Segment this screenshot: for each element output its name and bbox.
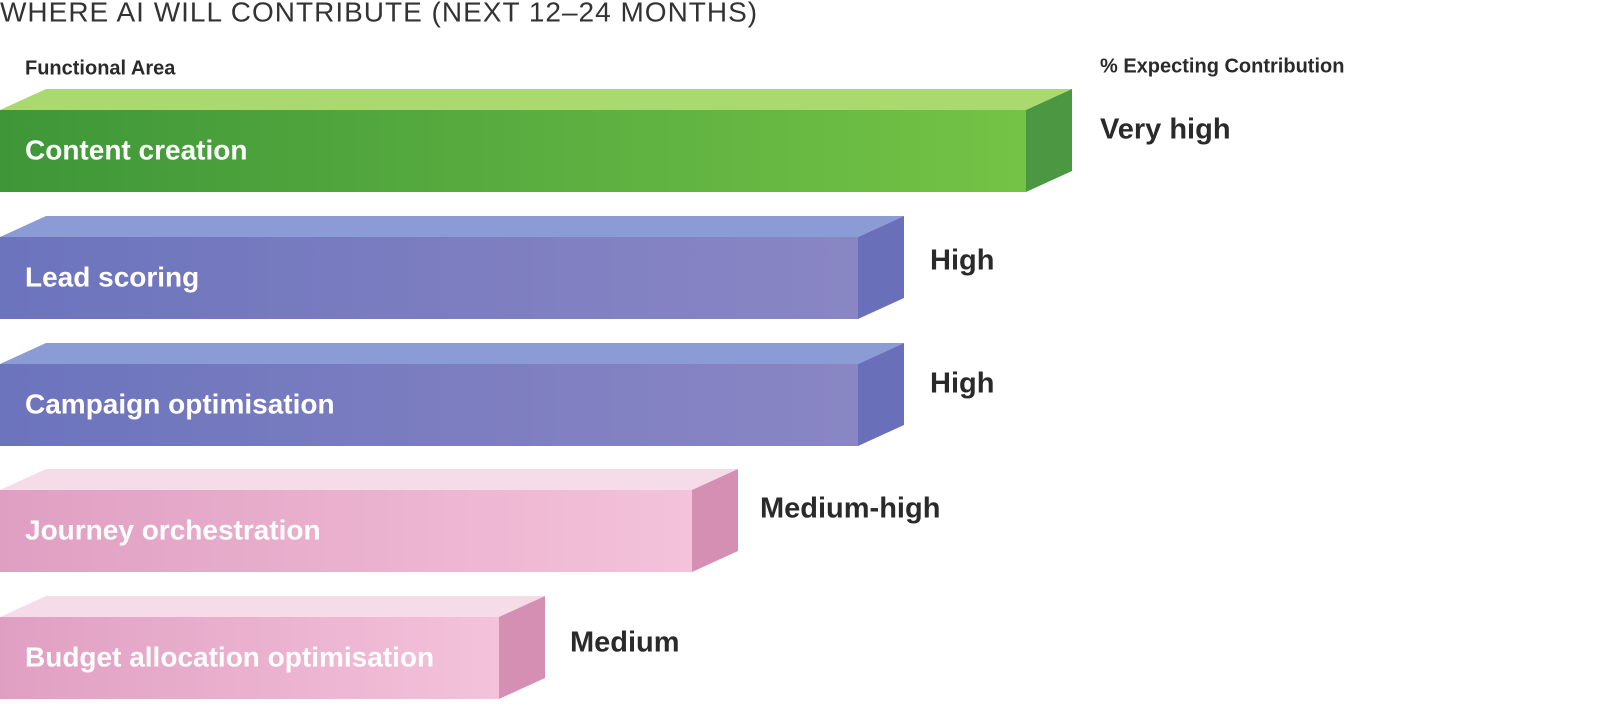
bar-side — [499, 596, 545, 699]
column-header: Functional Area — [25, 57, 176, 79]
bar-top — [0, 89, 1072, 110]
bar-front — [0, 364, 858, 446]
chart-title: WHERE AI WILL CONTRIBUTE (NEXT 12–24 MON… — [0, 0, 758, 27]
bar-top — [0, 596, 545, 617]
bar-front — [0, 237, 858, 319]
area-label: Budget allocation optimisation — [25, 641, 434, 672]
area-label: Campaign optimisation — [25, 388, 335, 419]
bar-side — [858, 343, 904, 446]
bar-top — [0, 469, 738, 490]
bar-side — [692, 469, 738, 572]
bar-front — [0, 490, 692, 572]
level-label: High — [930, 245, 994, 277]
level-label: Medium-high — [760, 493, 940, 525]
bar-side — [1026, 89, 1072, 192]
area-label: Lead scoring — [25, 261, 199, 292]
level-label: Medium — [570, 627, 680, 659]
bar-top — [0, 216, 904, 237]
area-label: Content creation — [25, 134, 247, 165]
bar-front — [0, 617, 499, 699]
bar-top — [0, 343, 904, 364]
bar-side — [858, 216, 904, 319]
level-label: Very high — [1100, 114, 1231, 146]
bar-front — [0, 110, 1026, 192]
column-header: % Expecting Contribution — [1100, 55, 1344, 77]
level-label: High — [930, 368, 994, 400]
area-label: Journey orchestration — [25, 514, 321, 545]
